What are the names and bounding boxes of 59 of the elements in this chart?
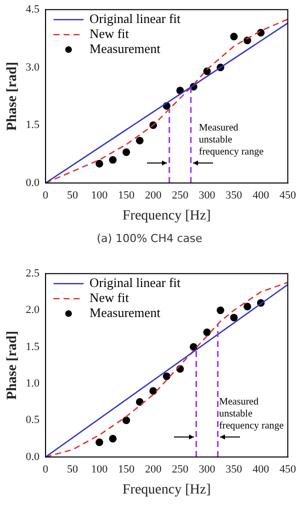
- y-axis-title: Phase [rad]: [5, 330, 20, 400]
- point: [203, 328, 211, 336]
- y-tick-label: 1.5: [26, 340, 40, 353]
- x-tick-label: 200: [144, 463, 162, 476]
- x-tick-label: 450: [280, 463, 296, 476]
- y-tick-label: 4.5: [26, 3, 40, 16]
- x-tick-label: 350: [226, 463, 243, 476]
- x-tick-label: 450: [280, 189, 296, 202]
- y-tick-label: 0.0: [26, 176, 40, 189]
- x-tick-label: 300: [198, 463, 216, 476]
- x-tick-label: 0: [42, 463, 49, 476]
- y-tick-label: 0.0: [26, 450, 40, 463]
- point: [96, 438, 104, 446]
- x-axis-title: Frequency [Hz]: [122, 482, 211, 498]
- y-tick-label: 3.0: [26, 61, 40, 74]
- point: [136, 136, 144, 144]
- point: [216, 306, 224, 314]
- y-tick-label: 1.5: [26, 119, 40, 132]
- x-tick-label: 150: [118, 463, 136, 476]
- legend-label: Original linear fit: [90, 11, 181, 26]
- legend-label: Measurement: [90, 305, 161, 320]
- x-tick-label: 0: [42, 189, 49, 202]
- legend-label: Original linear fit: [90, 275, 181, 290]
- x-tick-label: 300: [198, 189, 216, 202]
- point: [109, 434, 117, 442]
- y-tick-label: 0.5: [26, 414, 40, 426]
- point: [244, 302, 252, 310]
- point: [162, 372, 170, 380]
- x-tick-label: 200: [144, 189, 162, 202]
- point: [190, 343, 198, 351]
- x-axis-title: Frequency [Hz]: [122, 208, 211, 224]
- point: [230, 314, 238, 322]
- point: [230, 32, 238, 40]
- x-tick-label: 400: [252, 189, 270, 202]
- x-tick-label: 150: [118, 189, 136, 202]
- legend-label: New fit: [90, 290, 130, 306]
- legend-label: Measurement: [90, 41, 161, 56]
- y-tick-label: 1.0: [26, 378, 40, 390]
- point: [96, 160, 104, 168]
- point: [122, 148, 130, 156]
- point: [109, 156, 117, 164]
- point: [149, 387, 157, 395]
- point: [122, 416, 130, 424]
- x-tick-label: 50: [66, 463, 78, 476]
- x-tick-label: 100: [91, 463, 108, 476]
- x-tick-label: 250: [172, 189, 189, 202]
- legend-label: New fit: [90, 26, 130, 42]
- annotation: Measured unstable frequency range: [198, 122, 264, 158]
- text: (a) 100% CH4 case: [96, 231, 204, 247]
- y-tick-label: 2.5: [26, 267, 40, 280]
- x-tick-label: 350: [226, 189, 243, 202]
- y-axis-title: Phase [rad]: [5, 62, 20, 131]
- annotation: Measured unstable frequency range: [219, 396, 284, 432]
- x-tick-label: 250: [172, 463, 189, 476]
- x-tick-label: 100: [91, 189, 108, 202]
- y-tick-label: 2.0: [26, 304, 40, 316]
- x-tick-label: 50: [66, 189, 78, 202]
- x-tick-label: 400: [252, 463, 270, 476]
- point: [203, 67, 211, 76]
